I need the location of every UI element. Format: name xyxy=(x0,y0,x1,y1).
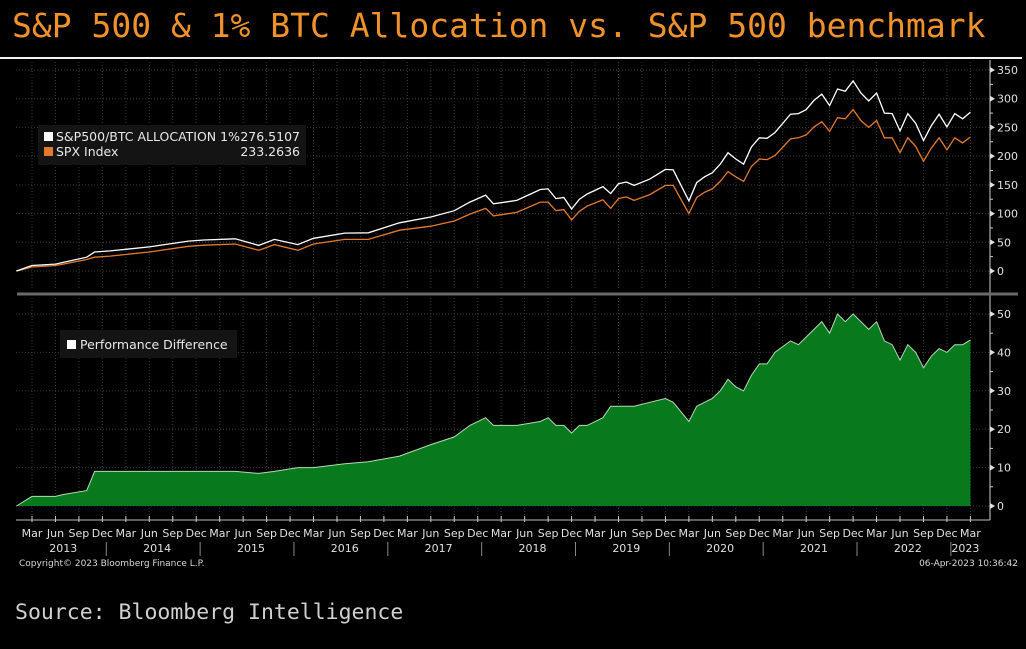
x-tick-label-month: Jun xyxy=(797,527,815,540)
legend-value: 233.2636 xyxy=(240,144,300,159)
x-tick-label-year: 2022 xyxy=(894,542,922,555)
x-tick-label-month: Sep xyxy=(632,527,653,540)
y-tick-upper xyxy=(990,67,995,73)
y-tick-upper xyxy=(990,239,995,246)
x-tick-label-year: 2021 xyxy=(800,542,828,555)
x-tick-label-month: Sep xyxy=(350,527,371,540)
x-tick-label-month: Jun xyxy=(890,527,908,540)
y-tick-lower xyxy=(990,503,995,509)
x-tick-label-month: Sep xyxy=(819,527,840,540)
x-tick-label-year: 2016 xyxy=(331,542,359,555)
x-tick-label-year: 2020 xyxy=(706,542,734,555)
y-tick-label-upper: 200 xyxy=(997,150,1018,163)
x-tick-label-month: Mar xyxy=(491,527,512,540)
legend-label: S&P500/BTC ALLOCATION 1% xyxy=(56,129,240,144)
x-tick-label-month: Sep xyxy=(256,527,277,540)
x-tick-label-month: Mar xyxy=(22,527,43,540)
performance-difference-line xyxy=(16,313,971,507)
x-tick-label-month: Dec xyxy=(467,527,488,540)
y-tick-label-upper: 300 xyxy=(997,93,1018,106)
legend-swatch xyxy=(67,340,76,349)
chart-title: S&P 500 & 1% BTC Allocation vs. S&P 500 … xyxy=(12,6,986,45)
x-tick-label-month: Mar xyxy=(397,527,418,540)
x-tick-label-month: Sep xyxy=(725,527,746,540)
y-tick-upper xyxy=(990,181,995,188)
timestamp-text: 06-Apr-2023 10:36:42 xyxy=(919,559,1018,569)
x-tick-label-month: Dec xyxy=(373,527,394,540)
y-tick-lower xyxy=(990,464,995,471)
x-tick-label-month: Dec xyxy=(936,527,957,540)
y-tick-label-lower: 50 xyxy=(997,308,1011,321)
x-tick-label-month: Dec xyxy=(749,527,770,540)
x-tick-label-month: Sep xyxy=(538,527,559,540)
legend-value: 276.5107 xyxy=(240,129,300,144)
x-tick-label-month: Dec xyxy=(842,527,863,540)
x-tick-label-month: Jun xyxy=(515,527,533,540)
y-tick-label-lower: 20 xyxy=(997,423,1011,436)
x-tick-label-month: Jun xyxy=(234,527,252,540)
y-tick-lower xyxy=(990,311,995,317)
x-tick-label-year: 2015 xyxy=(237,542,265,555)
y-tick-label-upper: 100 xyxy=(997,208,1018,221)
y-tick-label-lower: 40 xyxy=(997,346,1011,359)
y-tick-label-lower: 0 xyxy=(997,500,1004,513)
y-tick-upper xyxy=(990,268,995,274)
y-tick-label-upper: 50 xyxy=(997,236,1011,249)
x-tick-label-month: Mar xyxy=(866,527,887,540)
x-tick-label-month: Dec xyxy=(561,527,582,540)
y-tick-upper xyxy=(990,210,995,217)
x-tick-label-month: Dec xyxy=(279,527,300,540)
x-tick-label-month: Jun xyxy=(46,527,64,540)
x-tick-label-month: Jun xyxy=(609,527,627,540)
legend-lower-box xyxy=(60,330,237,358)
x-tick-label-year: 2019 xyxy=(612,542,640,555)
x-tick-label-year: 2014 xyxy=(143,542,171,555)
y-tick-lower xyxy=(990,349,995,356)
x-tick-label-month: Dec xyxy=(92,527,113,540)
x-tick-label-month: Mar xyxy=(115,527,136,540)
x-tick-label-month: Sep xyxy=(444,527,465,540)
y-tick-label-lower: 30 xyxy=(997,385,1011,398)
y-tick-upper xyxy=(990,124,995,131)
x-tick-label-year: 2017 xyxy=(425,542,453,555)
x-tick-label-month: Jun xyxy=(703,527,721,540)
spx-index-line xyxy=(16,108,971,272)
y-tick-label-lower: 10 xyxy=(997,462,1011,475)
y-tick-lower xyxy=(990,426,995,433)
legend-label: Performance Difference xyxy=(80,337,228,352)
x-tick-label-month: Mar xyxy=(303,527,324,540)
x-tick-label-month: Sep xyxy=(913,527,934,540)
performance-difference-area xyxy=(16,314,971,506)
x-tick-label-month: Sep xyxy=(162,527,183,540)
copyright-text: Copyright© 2023 Bloomberg Finance L.P. xyxy=(19,559,204,569)
legend-label: SPX Index xyxy=(56,144,118,159)
legend-upper-box xyxy=(38,125,306,165)
x-tick-label-month: Mar xyxy=(960,527,981,540)
x-tick-label-month: Mar xyxy=(209,527,230,540)
x-tick-label-month: Mar xyxy=(772,527,793,540)
x-tick-label-month: Sep xyxy=(69,527,90,540)
btc-allocation-line xyxy=(16,79,971,272)
x-tick-label-month: Mar xyxy=(585,527,606,540)
y-tick-lower xyxy=(990,387,995,394)
x-tick-label-year: 2018 xyxy=(518,542,546,555)
x-tick-label-month: Mar xyxy=(678,527,699,540)
y-tick-upper xyxy=(990,95,995,102)
source-note: Source: Bloomberg Intelligence xyxy=(15,600,404,625)
legend-swatch xyxy=(44,132,53,141)
x-tick-label-year: 2023 xyxy=(951,542,979,555)
x-tick-label-month: Jun xyxy=(140,527,158,540)
legend-swatch xyxy=(44,147,53,156)
y-tick-label-upper: 0 xyxy=(997,265,1004,278)
y-tick-label-upper: 250 xyxy=(997,121,1018,134)
y-tick-upper xyxy=(990,153,995,160)
x-tick-label-year: 2013 xyxy=(49,542,77,555)
x-tick-label-month: Jun xyxy=(327,527,345,540)
x-tick-label-month: Dec xyxy=(186,527,207,540)
y-tick-label-upper: 350 xyxy=(997,64,1018,77)
x-tick-label-month: Jun xyxy=(421,527,439,540)
x-tick-label-month: Dec xyxy=(655,527,676,540)
y-tick-label-upper: 150 xyxy=(997,179,1018,192)
